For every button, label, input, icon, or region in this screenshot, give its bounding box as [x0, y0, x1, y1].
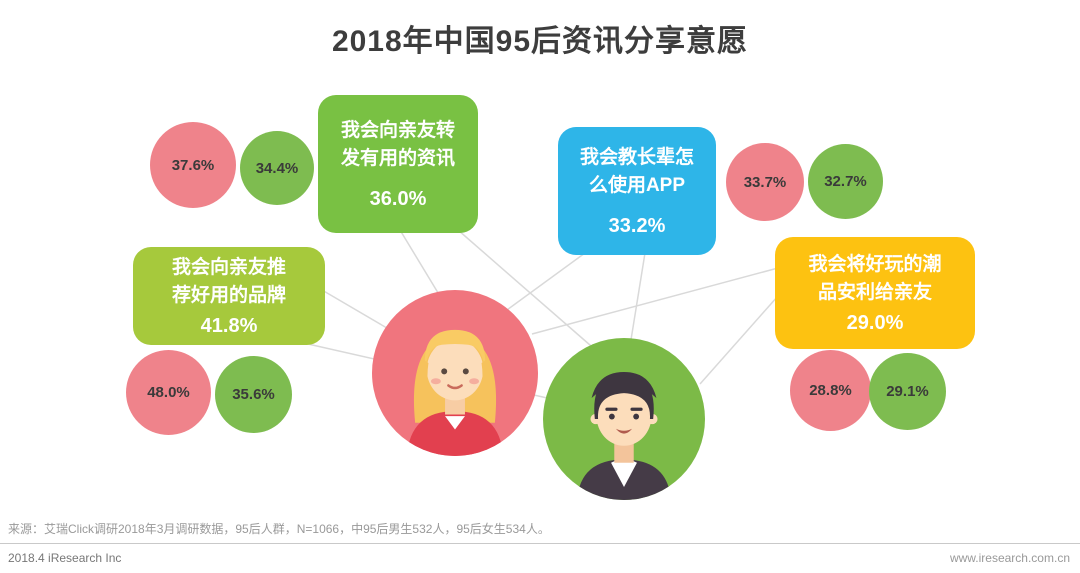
statement-text: 品安利给亲友 [817, 282, 932, 303]
source-note: 来源：艾瑞Click调研2018年3月调研数据，95后人群，N=1066，中95… [8, 522, 550, 536]
page-title: 2018年中国95后资讯分享意愿 [331, 25, 749, 58]
bubble-forward-green: 34.4% [240, 131, 314, 205]
statement-box-forward-info: 我会向亲友转 发有用的资讯 36.0% [318, 95, 478, 233]
statement-text: 我会教长辈怎 [579, 146, 694, 168]
statement-box-recommend-brands: 我会向亲友推 荐好用的品牌 41.8% [133, 247, 325, 345]
bubble-forward-pink: 37.6% [150, 122, 236, 208]
statement-text: 么使用APP [588, 174, 686, 196]
statement-text: 发有用的资讯 [340, 147, 455, 169]
bubble-teach-pink: 33.7% [726, 143, 804, 221]
statement-value: 33.2% [608, 215, 666, 238]
statement-text: 我会将好玩的潮 [808, 254, 942, 276]
bubble-recommend-green: 35.6% [215, 356, 292, 433]
female-avatar-icon [406, 329, 504, 456]
male-avatar-icon [577, 372, 671, 500]
footer-website: www.iresearch.com.cn [949, 551, 1070, 565]
female-avatar [372, 290, 538, 456]
footer-divider [0, 543, 1080, 544]
bubble-trendy-green: 29.1% [869, 353, 946, 430]
statement-box-share-trendy: 我会将好玩的潮 品安利给亲友 29.0% [775, 237, 975, 349]
footer-company: 2018.4 iResearch Inc [8, 551, 122, 565]
statement-value: 36.0% [369, 188, 427, 211]
statement-value: 29.0% [846, 311, 904, 334]
statement-box-teach-elders: 我会教长辈怎 么使用APP 33.2% [558, 127, 716, 255]
bubble-teach-green: 32.7% [808, 144, 883, 219]
statement-text: 我会向亲友推 [171, 257, 286, 279]
male-avatar [543, 338, 705, 500]
statement-text: 我会向亲友转 [340, 119, 455, 141]
statement-text: 荐好用的品牌 [171, 285, 286, 306]
bubble-recommend-pink: 48.0% [126, 350, 211, 435]
statement-value: 41.8% [200, 314, 258, 337]
bubble-trendy-pink: 28.8% [790, 350, 871, 431]
